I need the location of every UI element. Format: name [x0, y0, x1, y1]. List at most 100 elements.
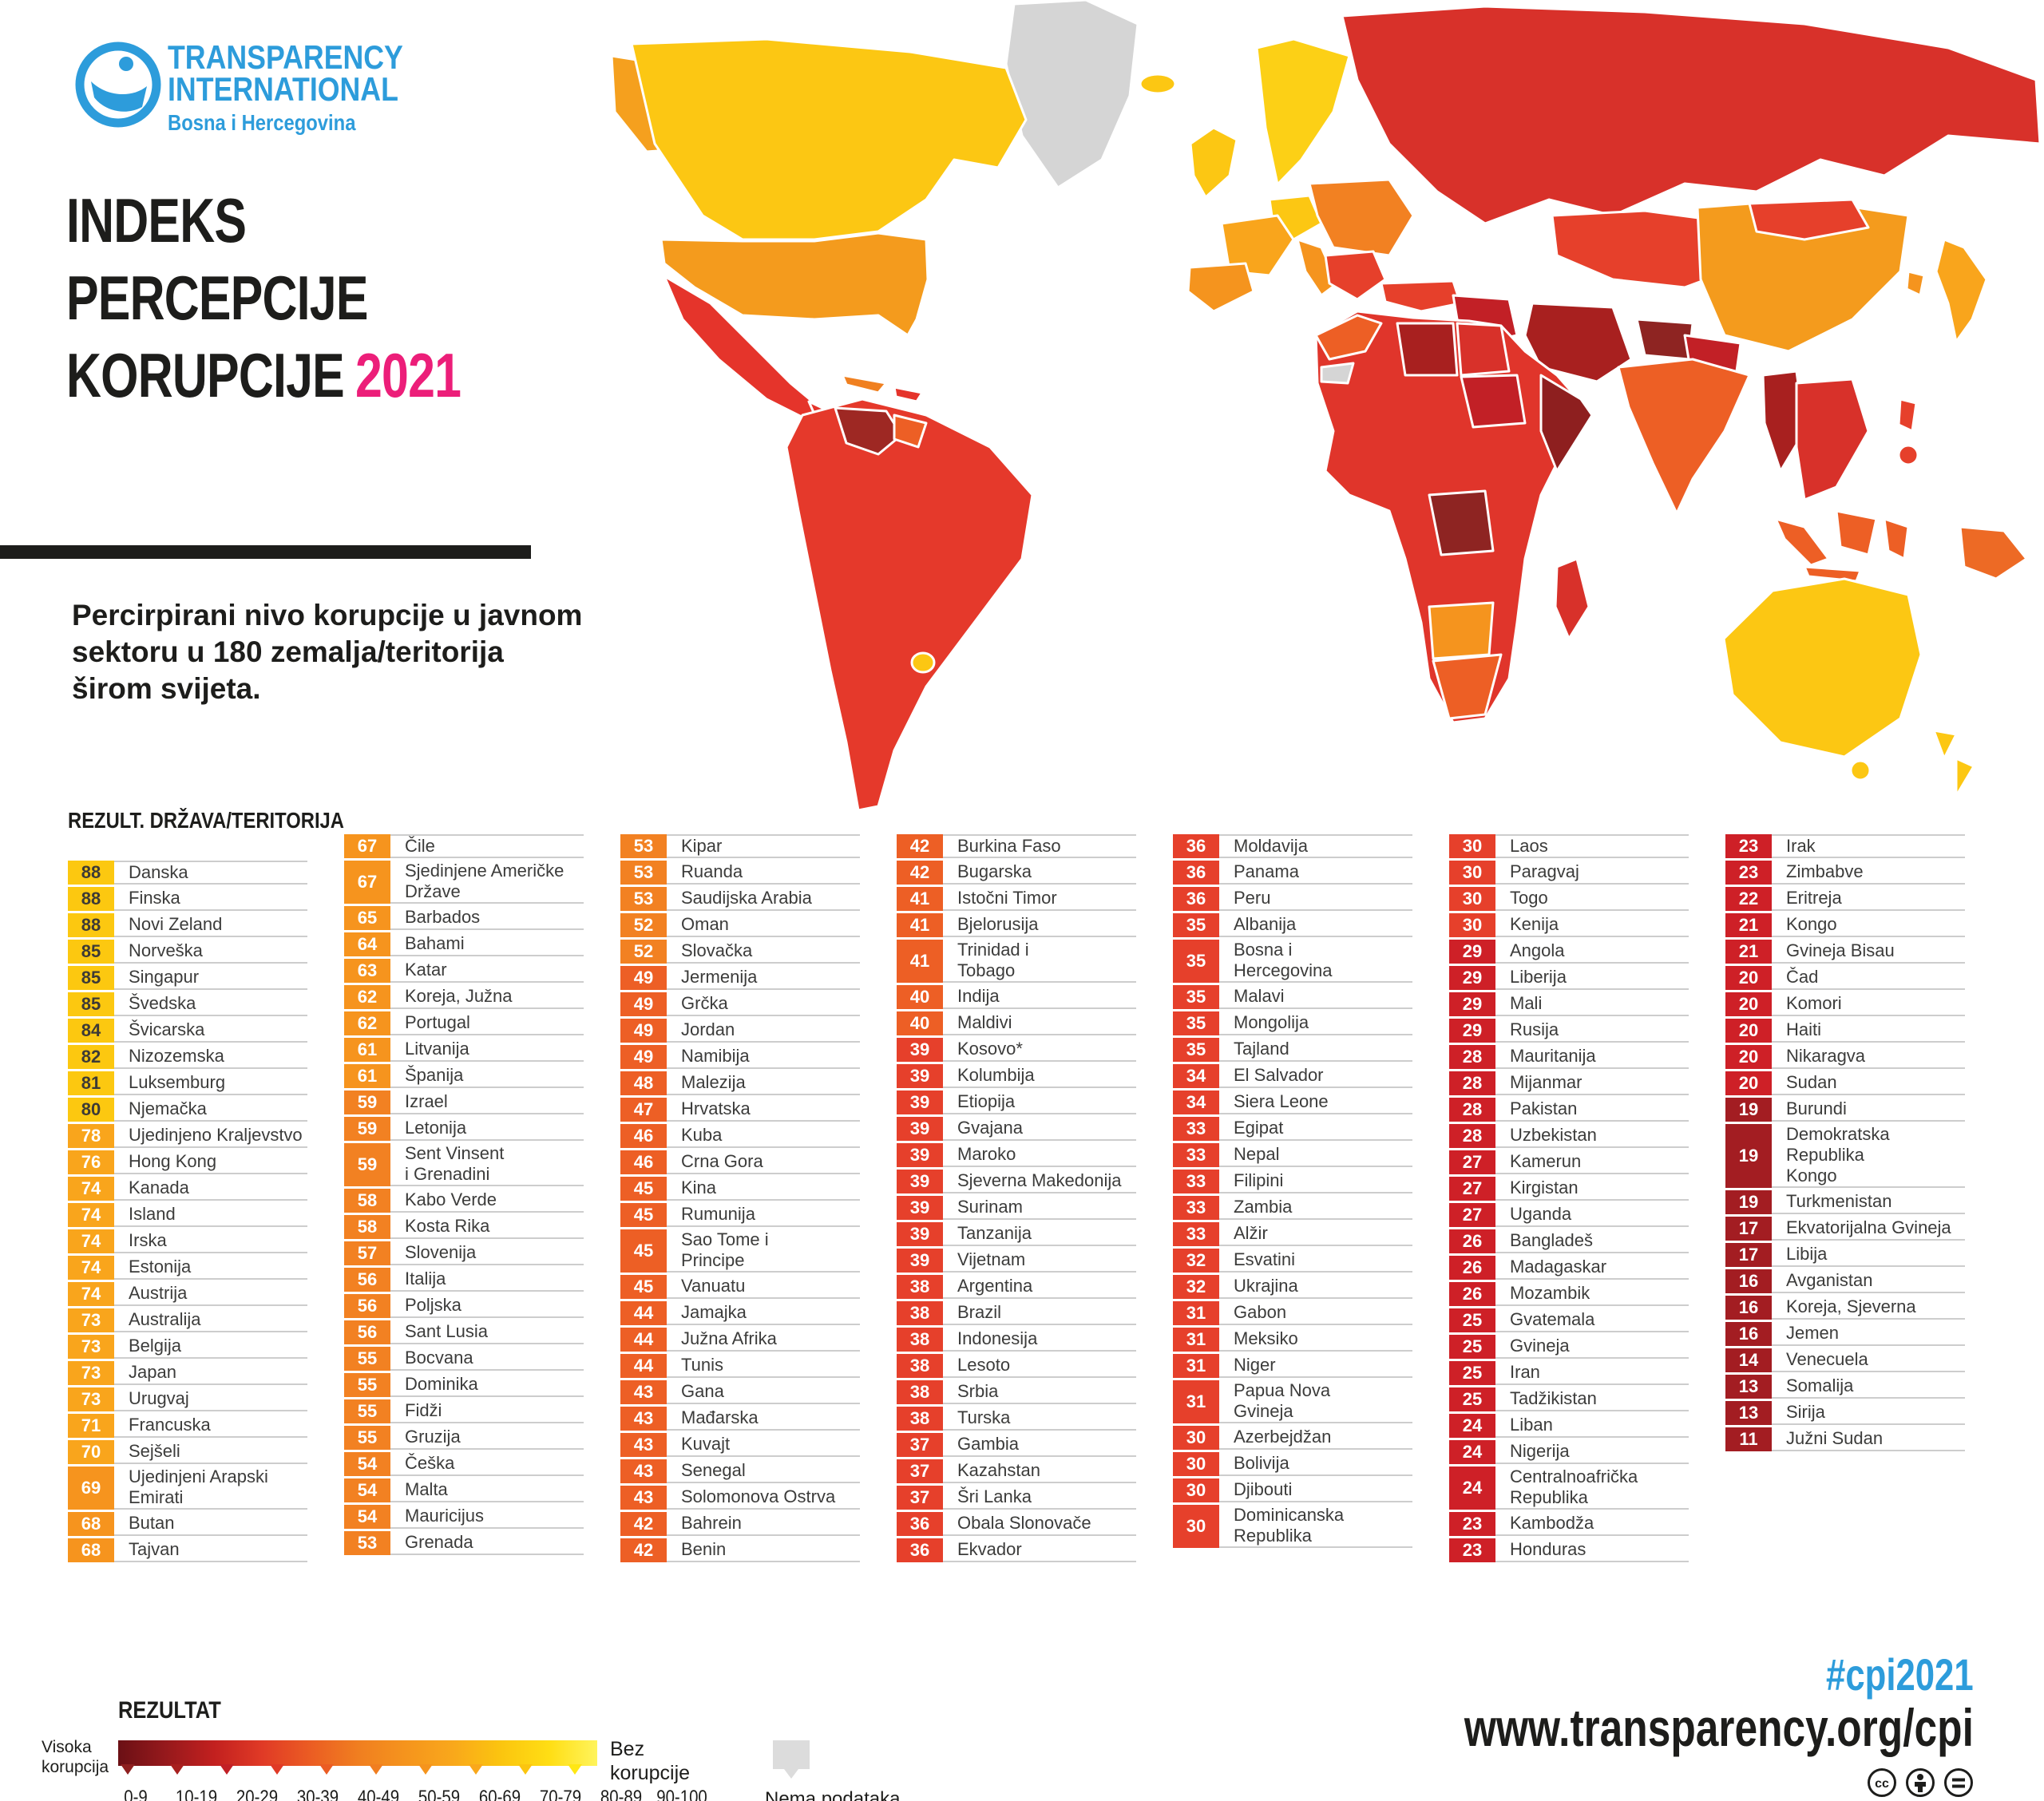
country-name: Mauritanija: [1495, 1045, 1689, 1069]
country-name: Albanija: [1219, 913, 1412, 937]
country-name: Gruzija: [390, 1426, 584, 1450]
score-cell: 55: [344, 1347, 390, 1371]
country-row: 16 Jemen: [1725, 1322, 1965, 1346]
country-name: Obala Slonovače: [943, 1512, 1136, 1536]
country-row: 17 Libija: [1725, 1243, 1965, 1267]
score-cell: 88: [68, 861, 114, 885]
country-row: 45 Kina: [620, 1177, 860, 1201]
country-name: Kazahstan: [943, 1459, 1136, 1483]
score-cell: 73: [68, 1308, 114, 1332]
score-cell: 24: [1449, 1440, 1495, 1464]
score-cell: 14: [1725, 1348, 1772, 1372]
country-name: Fidži: [390, 1399, 584, 1423]
country-name: Kabo Verde: [390, 1189, 584, 1213]
country-row: 73 Belgija: [68, 1335, 307, 1359]
country-name: Bahrein: [667, 1512, 860, 1536]
map-region-hispaniola: [893, 386, 924, 403]
country-row: 30 Togo: [1449, 887, 1689, 911]
country-row: 38 Argentina: [897, 1275, 1136, 1299]
title-line1: INDEKS: [66, 185, 247, 255]
country-name: Jemen: [1772, 1322, 1965, 1346]
country-row: 42 Benin: [620, 1538, 860, 1562]
title-line2: PERCEPCIJE: [66, 263, 368, 333]
country-name: Australija: [114, 1308, 307, 1332]
map-region-somalia: [1539, 374, 1594, 473]
country-name: Namibija: [667, 1045, 860, 1069]
score-cell: 29: [1449, 966, 1495, 990]
score-cell: 62: [344, 985, 390, 1009]
country-row: 74 Estonija: [68, 1256, 307, 1280]
country-row: 24 Nigerija: [1449, 1440, 1689, 1464]
legend-tick-label: 70-79: [539, 1787, 582, 1801]
score-cell: 38: [897, 1275, 943, 1299]
country-name: Trinidad i Tobago: [943, 940, 1136, 983]
score-cell: 38: [897, 1354, 943, 1378]
score-cell: 13: [1725, 1401, 1772, 1425]
country-name: Portugal: [390, 1011, 584, 1035]
score-cell: 17: [1725, 1217, 1772, 1241]
score-cell: 25: [1449, 1335, 1495, 1359]
country-row: 63 Katar: [344, 959, 584, 983]
country-row: 31 Meksiko: [1173, 1328, 1412, 1352]
country-name: Haiti: [1772, 1019, 1965, 1043]
country-name: Švicarska: [114, 1019, 307, 1043]
country-name: Pakistan: [1495, 1098, 1689, 1122]
legend-tick: [319, 1764, 334, 1775]
legend-tick: [369, 1764, 384, 1775]
country-row: 41 Istočni Timor: [897, 887, 1136, 911]
country-row: 37 Kazahstan: [897, 1459, 1136, 1483]
country-row: 59 Sent Vinsent i Grenadini: [344, 1143, 584, 1186]
legend-low-label: Visoka korupcija: [42, 1738, 109, 1776]
country-name: Sant Lusia: [390, 1320, 584, 1344]
country-name: Turkmenistan: [1772, 1190, 1965, 1214]
no-data-label: Nema podataka: [765, 1788, 901, 1801]
country-name: Gana: [667, 1380, 860, 1404]
country-name: Somalija: [1772, 1375, 1965, 1399]
score-cell: 30: [1449, 887, 1495, 911]
country-row: 26 Mozambik: [1449, 1282, 1689, 1306]
score-cell: 35: [1173, 940, 1219, 983]
country-name: Crna Gora: [667, 1150, 860, 1174]
country-row: 49 Jordan: [620, 1019, 860, 1043]
score-cell: 27: [1449, 1177, 1495, 1201]
score-cell: 20: [1725, 1019, 1772, 1043]
country-name: Sirija: [1772, 1401, 1965, 1425]
country-name: Moldavija: [1219, 834, 1412, 858]
score-cell: 49: [620, 966, 667, 990]
legend-tick-label: 30-39: [296, 1787, 339, 1801]
country-name: Urugvaj: [114, 1387, 307, 1411]
score-cell: 24: [1449, 1467, 1495, 1510]
country-row: 88 Danska: [68, 861, 307, 885]
country-name: Maroko: [943, 1143, 1136, 1167]
country-name: Hong Kong: [114, 1150, 307, 1174]
country-name: Brazil: [943, 1301, 1136, 1325]
score-cell: 46: [620, 1124, 667, 1148]
site-url[interactable]: www.transparency.org/cpi: [1464, 1698, 1974, 1757]
country-row: 30 Djibouti: [1173, 1478, 1412, 1502]
country-column-5: 36 Moldavija 36 Panama 36 Peru 35 Albanija 35 Bos…: [1173, 834, 1412, 1565]
score-cell: 36: [1173, 834, 1219, 858]
score-cell: 33: [1173, 1222, 1219, 1246]
score-cell: 43: [620, 1433, 667, 1457]
country-row: 84 Švicarska: [68, 1019, 307, 1043]
country-name: Novi Zeland: [114, 913, 307, 937]
score-cell: 62: [344, 1011, 390, 1035]
country-name: El Salvador: [1219, 1064, 1412, 1088]
country-row: 28 Mauritanija: [1449, 1045, 1689, 1069]
score-cell: 37: [897, 1459, 943, 1483]
country-row: 64 Bahami: [344, 932, 584, 956]
country-row: 20 Komori: [1725, 992, 1965, 1016]
country-name: Malavi: [1219, 985, 1412, 1009]
country-column-2: 67 Čile 67 Sjedinjene Američke Države 65 Barb…: [344, 834, 584, 1565]
country-row: 26 Bangladeš: [1449, 1229, 1689, 1253]
cc-icon: cc: [1868, 1768, 1896, 1797]
score-cell: 37: [897, 1486, 943, 1510]
country-row: 33 Filipini: [1173, 1170, 1412, 1193]
score-cell: 38: [897, 1301, 943, 1325]
country-row: 42 Bugarska: [897, 861, 1136, 885]
country-row: 73 Urugvaj: [68, 1387, 307, 1411]
country-name: Sao Tome i Principe: [667, 1229, 860, 1273]
map-region-morocco: [1314, 314, 1383, 361]
score-cell: 56: [344, 1268, 390, 1292]
